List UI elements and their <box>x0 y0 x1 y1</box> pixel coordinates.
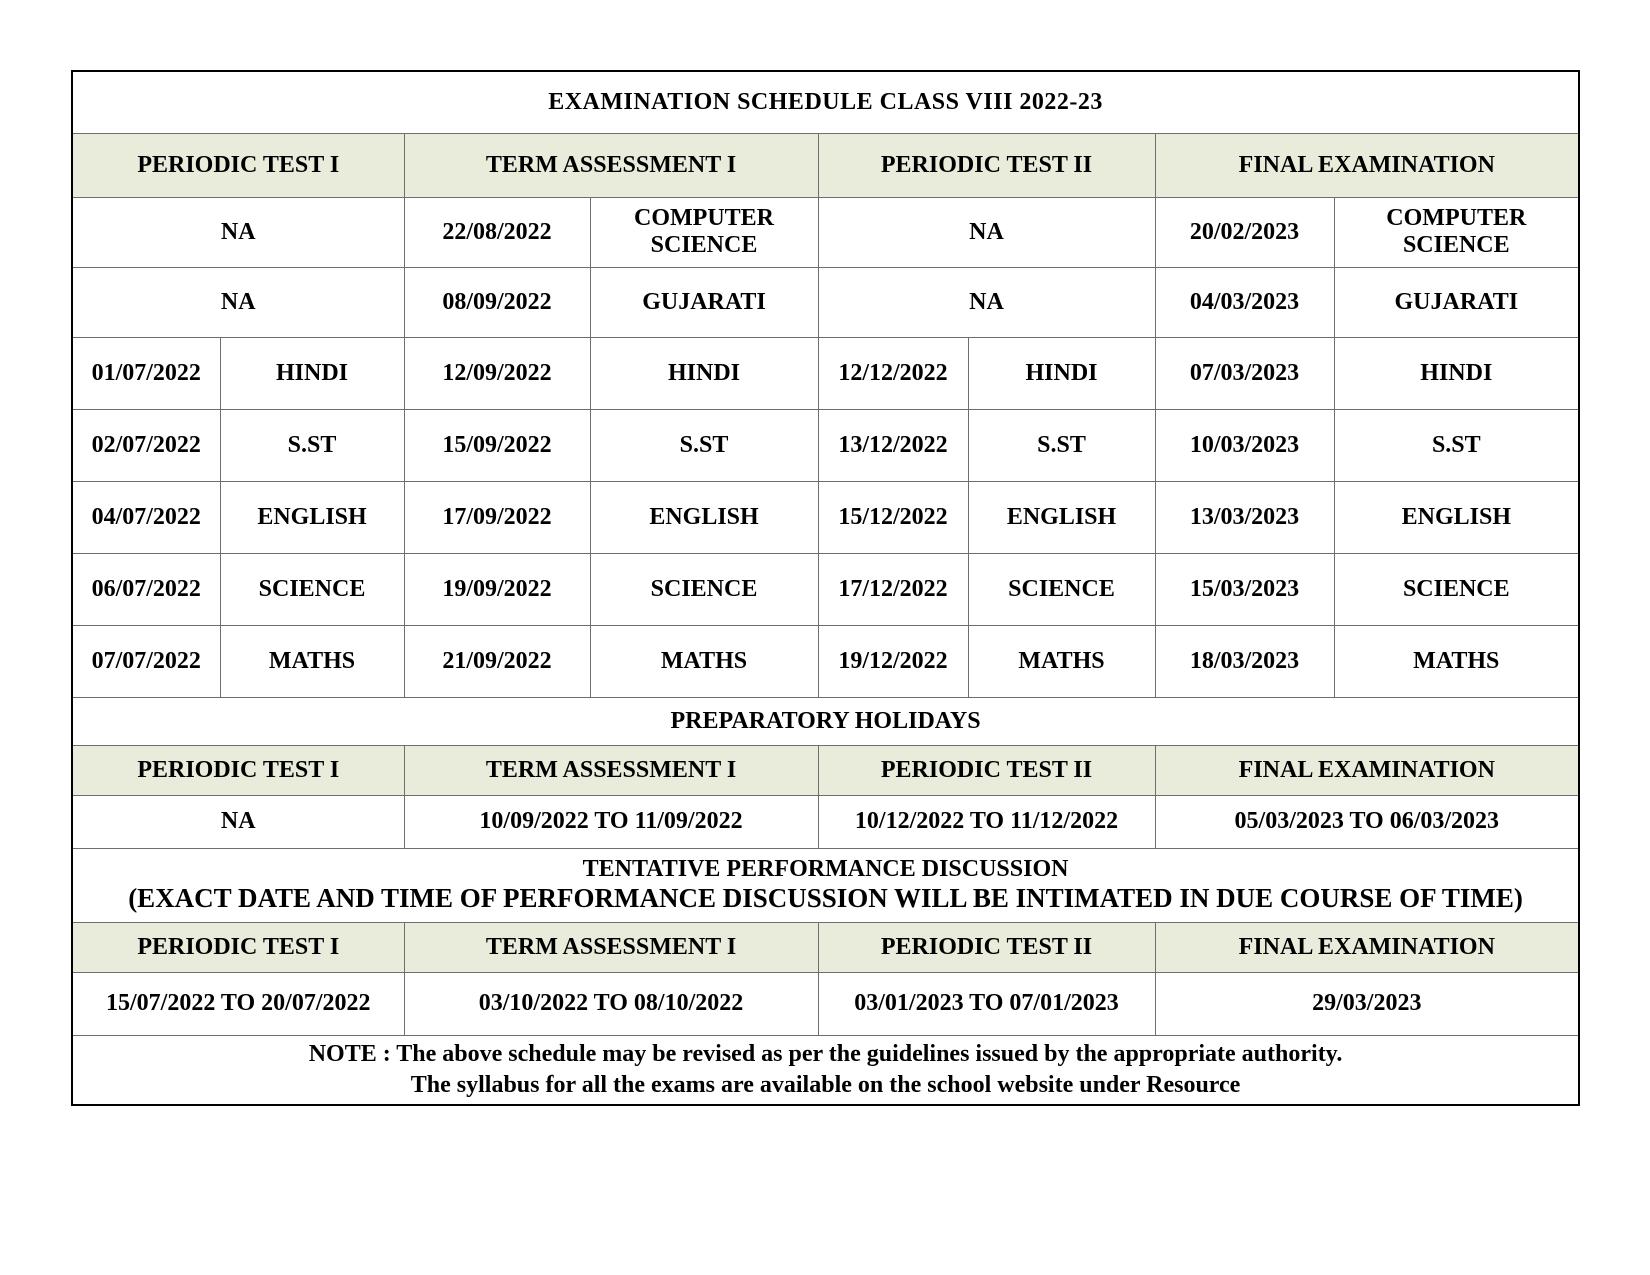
cell-ta1-subject: COMPUTER SCIENCE <box>589 196 819 268</box>
cell-fe-subject: S.ST <box>1333 408 1580 482</box>
cell-fe-subject: ENGLISH <box>1333 480 1580 554</box>
header-final-examination: FINAL EXAMINATION <box>1154 921 1580 973</box>
cell-ta1-date: 12/09/2022 <box>403 336 591 410</box>
cell-pt1-date: 02/07/2022 <box>71 408 221 482</box>
table-row: NA 08/09/2022 GUJARATI NA 04/03/2023 GUJ… <box>71 266 1580 338</box>
performance-discussion-line1: TENTATIVE PERFORMANCE DISCUSSION <box>582 856 1069 882</box>
cell-fe-subject: MATHS <box>1333 624 1580 698</box>
table-row: NA 22/08/2022 COMPUTER SCIENCE NA 20/02/… <box>71 196 1580 268</box>
cell-pt2-subject: HINDI <box>967 336 1156 410</box>
cell-discussion-fe: 29/03/2023 <box>1154 971 1580 1036</box>
header-term-assessment-1: TERM ASSESSMENT I <box>403 921 819 973</box>
cell-fe-date: 04/03/2023 <box>1154 266 1335 338</box>
cell-ta1-date: 19/09/2022 <box>403 552 591 626</box>
cell-pt2-date: 12/12/2022 <box>817 336 969 410</box>
cell-pt2-date: 13/12/2022 <box>817 408 969 482</box>
preparatory-holidays-banner: PREPARATORY HOLIDAYS <box>71 696 1580 746</box>
cell-ta1-subject: GUJARATI <box>589 266 819 338</box>
table-row: 04/07/2022 ENGLISH 17/09/2022 ENGLISH 15… <box>71 480 1580 554</box>
cell-pt2-subject: S.ST <box>967 408 1156 482</box>
table-row: 02/07/2022 S.ST 15/09/2022 S.ST 13/12/20… <box>71 408 1580 482</box>
cell-ta1-date: 08/09/2022 <box>403 266 591 338</box>
cell-fe-subject: GUJARATI <box>1333 266 1580 338</box>
header-final-examination: FINAL EXAMINATION <box>1154 132 1580 198</box>
note-cell: NOTE : The above schedule may be revised… <box>71 1034 1580 1106</box>
cell-ta1-subject: MATHS <box>589 624 819 698</box>
table-row: 01/07/2022 HINDI 12/09/2022 HINDI 12/12/… <box>71 336 1580 410</box>
header-periodic-test-2: PERIODIC TEST II <box>817 132 1156 198</box>
cell-discussion-pt1: 15/07/2022 TO 20/07/2022 <box>71 971 405 1036</box>
cell-pt1-subject: SCIENCE <box>219 552 405 626</box>
cell-pt2-subject: MATHS <box>967 624 1156 698</box>
table-row: 06/07/2022 SCIENCE 19/09/2022 SCIENCE 17… <box>71 552 1580 626</box>
cell-ta1-date: 22/08/2022 <box>403 196 591 268</box>
cell-holiday-pt1: NA <box>71 794 405 849</box>
header-term-assessment-1: TERM ASSESSMENT I <box>403 132 819 198</box>
cell-pt2-date: 15/12/2022 <box>817 480 969 554</box>
note-line2: The syllabus for all the exams are avail… <box>410 1071 1241 1098</box>
performance-discussion-banner: TENTATIVE PERFORMANCE DISCUSSION (EXACT … <box>71 847 1580 923</box>
cell-ta1-date: 21/09/2022 <box>403 624 591 698</box>
cell-pt1-date: 01/07/2022 <box>71 336 221 410</box>
cell-pt1-na: NA <box>71 266 405 338</box>
cell-ta1-date: 15/09/2022 <box>403 408 591 482</box>
cell-pt2-na: NA <box>817 266 1156 338</box>
cell-pt1-date: 07/07/2022 <box>71 624 221 698</box>
cell-ta1-subject: S.ST <box>589 408 819 482</box>
note-line1: NOTE : The above schedule may be revised… <box>308 1040 1343 1067</box>
cell-fe-date: 18/03/2023 <box>1154 624 1335 698</box>
header-periodic-test-2: PERIODIC TEST II <box>817 744 1156 796</box>
cell-fe-subject: SCIENCE <box>1333 552 1580 626</box>
page-title: EXAMINATION SCHEDULE CLASS VIII 2022-23 <box>71 70 1580 134</box>
cell-pt1-subject: MATHS <box>219 624 405 698</box>
header-row-holidays: PERIODIC TEST I TERM ASSESSMENT I PERIOD… <box>71 744 1580 796</box>
header-term-assessment-1: TERM ASSESSMENT I <box>403 744 819 796</box>
cell-fe-date: 10/03/2023 <box>1154 408 1335 482</box>
header-periodic-test-2: PERIODIC TEST II <box>817 921 1156 973</box>
cell-pt2-subject: SCIENCE <box>967 552 1156 626</box>
header-final-examination: FINAL EXAMINATION <box>1154 744 1580 796</box>
cell-pt1-date: 04/07/2022 <box>71 480 221 554</box>
cell-discussion-ta1: 03/10/2022 TO 08/10/2022 <box>403 971 819 1036</box>
cell-holiday-pt2: 10/12/2022 TO 11/12/2022 <box>817 794 1156 849</box>
header-row-main: PERIODIC TEST I TERM ASSESSMENT I PERIOD… <box>71 132 1580 198</box>
header-periodic-test-1: PERIODIC TEST I <box>71 744 405 796</box>
cell-pt1-subject: S.ST <box>219 408 405 482</box>
cell-pt2-date: 19/12/2022 <box>817 624 969 698</box>
cell-fe-date: 07/03/2023 <box>1154 336 1335 410</box>
cell-ta1-subject: ENGLISH <box>589 480 819 554</box>
cell-fe-subject: HINDI <box>1333 336 1580 410</box>
cell-discussion-pt2: 03/01/2023 TO 07/01/2023 <box>817 971 1156 1036</box>
cell-fe-subject: COMPUTER SCIENCE <box>1333 196 1580 268</box>
cell-pt1-na: NA <box>71 196 405 268</box>
cell-pt1-subject: ENGLISH <box>219 480 405 554</box>
table-row: 07/07/2022 MATHS 21/09/2022 MATHS 19/12/… <box>71 624 1580 698</box>
cell-pt2-subject: ENGLISH <box>967 480 1156 554</box>
cell-pt1-subject: HINDI <box>219 336 405 410</box>
header-periodic-test-1: PERIODIC TEST I <box>71 132 405 198</box>
cell-pt2-date: 17/12/2022 <box>817 552 969 626</box>
cell-ta1-date: 17/09/2022 <box>403 480 591 554</box>
header-periodic-test-1: PERIODIC TEST I <box>71 921 405 973</box>
cell-ta1-subject: HINDI <box>589 336 819 410</box>
cell-pt2-na: NA <box>817 196 1156 268</box>
cell-ta1-subject: SCIENCE <box>589 552 819 626</box>
table-row: 15/07/2022 TO 20/07/2022 03/10/2022 TO 0… <box>71 971 1580 1036</box>
performance-discussion-line2: (EXACT DATE AND TIME OF PERFORMANCE DISC… <box>128 883 1523 913</box>
cell-holiday-fe: 05/03/2023 TO 06/03/2023 <box>1154 794 1580 849</box>
cell-holiday-ta1: 10/09/2022 TO 11/09/2022 <box>403 794 819 849</box>
examination-schedule-table: EXAMINATION SCHEDULE CLASS VIII 2022-23 … <box>71 70 1581 1106</box>
cell-fe-date: 15/03/2023 <box>1154 552 1335 626</box>
table-row: NA 10/09/2022 TO 11/09/2022 10/12/2022 T… <box>71 794 1580 849</box>
cell-fe-date: 13/03/2023 <box>1154 480 1335 554</box>
cell-fe-date: 20/02/2023 <box>1154 196 1335 268</box>
cell-pt1-date: 06/07/2022 <box>71 552 221 626</box>
header-row-discussion: PERIODIC TEST I TERM ASSESSMENT I PERIOD… <box>71 921 1580 973</box>
